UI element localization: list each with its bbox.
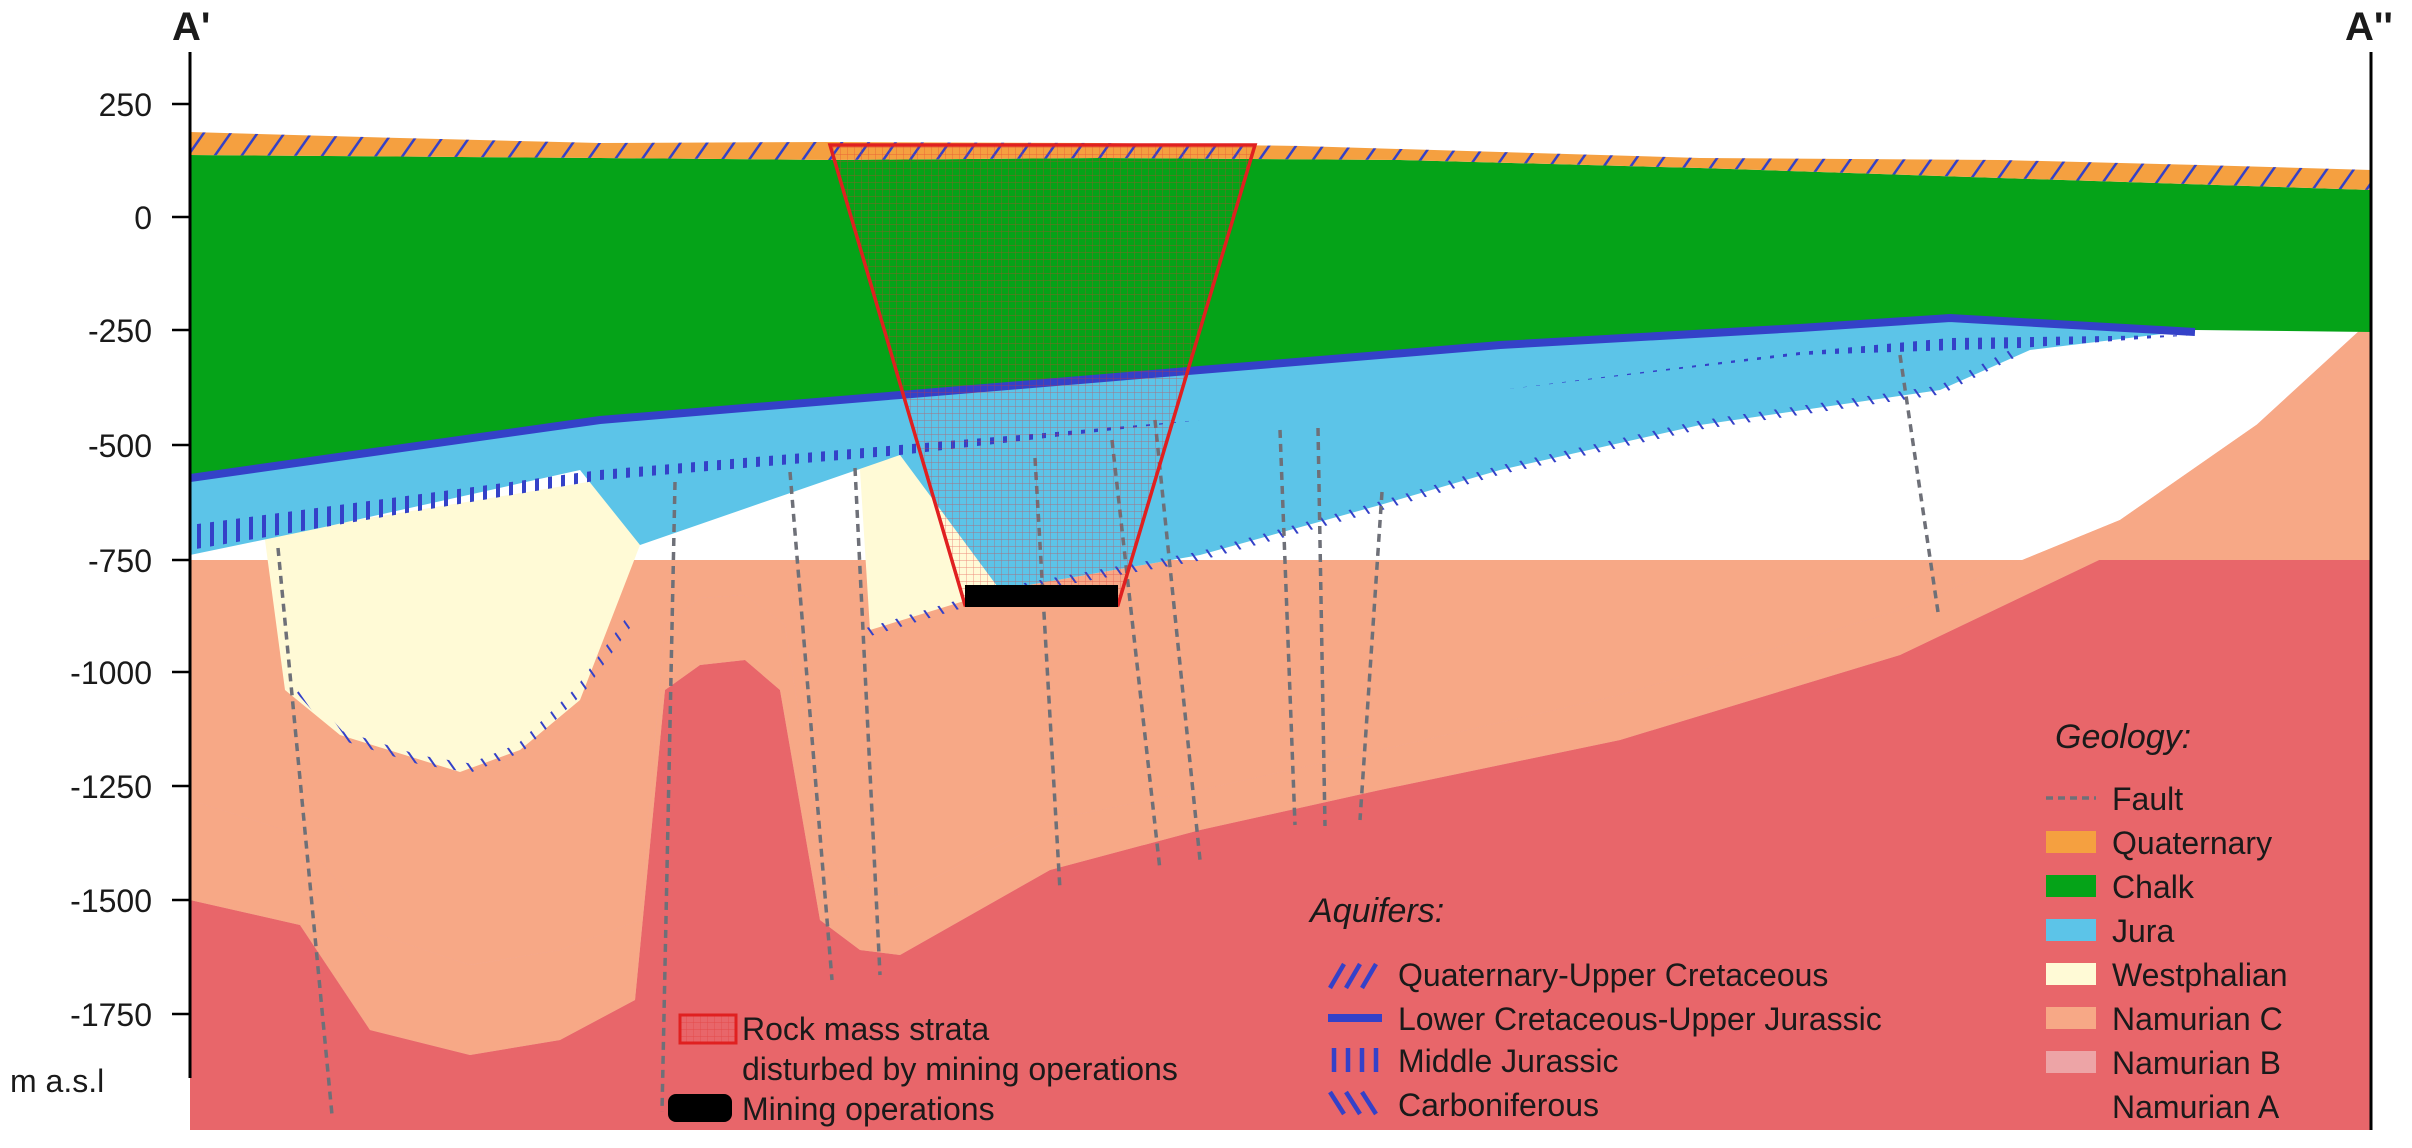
y-tick-label: -1000 [70,655,152,691]
y-axis-labels: 250 0 -250 -500 -750 -1000 -1250 -1500 -… [10,87,152,1099]
aquifers-legend: Aquifers: Quaternary-Upper Cretaceous Lo… [1308,892,1882,1123]
y-tick-label: -500 [88,428,152,464]
geology-label: Namurian C [2112,1001,2283,1037]
layer-jura [190,318,2195,590]
aquifer-carboniferous-1 [296,617,634,773]
legend-swatch-mining [668,1094,732,1122]
aquifer-label: Lower Cretaceous-Upper Jurassic [1398,1001,1882,1037]
geology-label: Westphalian [2112,957,2288,993]
y-tick-label: 0 [134,200,152,236]
mining-legend: Rock mass strata disturbed by mining ope… [668,1011,1178,1127]
layer-chalk [190,155,2371,478]
section-label-end: A'' [2345,5,2393,49]
legend-label-disturbed-2: disturbed by mining operations [742,1051,1178,1087]
geology-swatch-westphalian [2046,963,2096,985]
geology-swatch-namurian-c [2046,1007,2096,1029]
geology-layers [190,132,2371,1130]
geology-legend: Geology: Fault Quaternary Chalk Jura Wes… [2046,718,2288,1125]
aquifer-label: Carboniferous [1398,1087,1599,1123]
y-tick-label: -750 [88,543,152,579]
geology-label: Namurian A [2112,1089,2280,1125]
aquifers-title: Aquifers: [1308,892,1444,930]
aquifer-label: Middle Jurassic [1398,1043,1619,1079]
geology-swatch-quaternary [2046,831,2096,853]
aquifer-swatch-quaternary [1328,962,1378,990]
y-tick-label: -1500 [70,883,152,919]
y-axis-ticks [172,102,190,1016]
geology-label: Quaternary [2112,825,2272,861]
legend-swatch-disturbed [678,1013,738,1045]
y-tick-label: -250 [88,313,152,349]
geology-swatch-namurian-b [2046,1051,2096,1073]
geology-label: Namurian B [2112,1045,2281,1081]
legend-label-disturbed-1: Rock mass strata [742,1011,989,1047]
aquifer-quaternary-upper-cretaceous [190,132,2371,190]
geology-title: Geology: [2055,718,2191,756]
geology-label: Jura [2112,913,2174,949]
layer-namurian-c [190,320,2371,1055]
aquifer-lower-cretaceous-upper-jurassic [190,313,2196,482]
layer-namurian-c-upper [190,345,2371,965]
y-tick-label: -1250 [70,769,152,805]
mining-operations-bar [965,585,1118,607]
geology-label: Fault [2112,781,2183,817]
geology-label: Chalk [2112,869,2195,905]
aquifer-swatch-middle-jurassic [1331,1048,1379,1072]
geology-swatch-namurian-a [2046,1095,2096,1117]
aquifer-swatch-carboniferous [1328,1090,1378,1116]
layer-namurian-a [190,560,2371,1130]
y-tick-label: 250 [99,87,152,123]
geology-swatch-jura [2046,919,2096,941]
aquifer-label: Quaternary-Upper Cretaceous [1398,957,1828,993]
y-unit-label: m a.s.l [10,1063,104,1099]
y-tick-label: -1750 [70,997,152,1033]
legend-label-mining: Mining operations [742,1091,995,1127]
geology-swatch-chalk [2046,875,2096,897]
section-label-start: A' [172,5,210,49]
